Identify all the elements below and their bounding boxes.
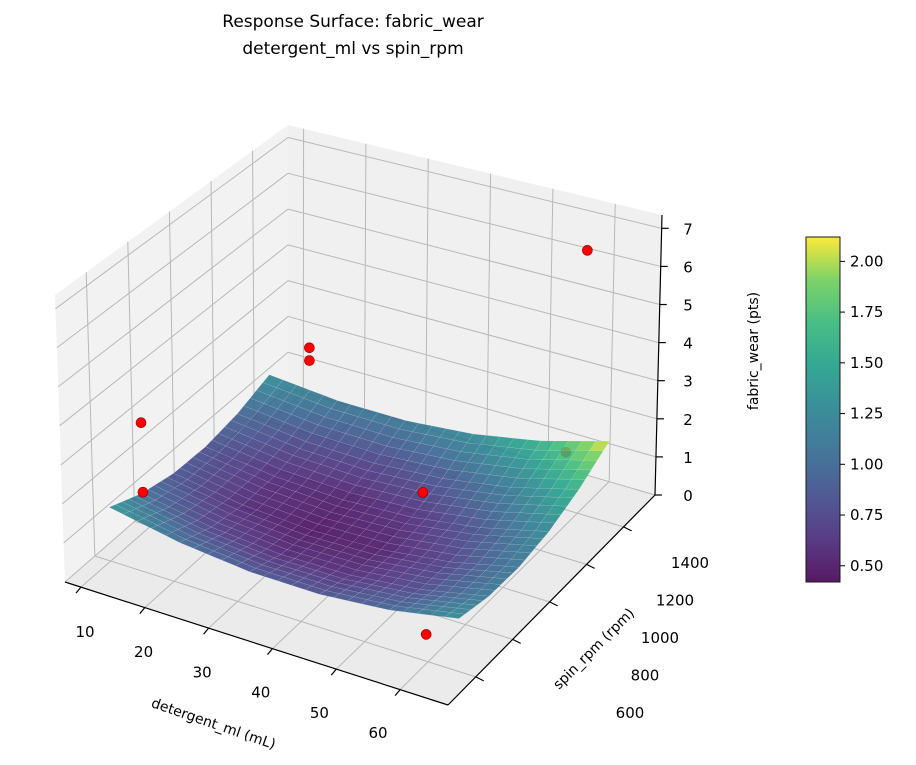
gridline-x-back [363, 143, 367, 411]
y-tick-label: 1200 [656, 592, 694, 610]
gridline-y-left [168, 211, 176, 487]
colorbar-tick-label: 0.75 [850, 506, 883, 524]
z-tick-label: 3 [683, 373, 693, 391]
x-tick-label: 30 [193, 663, 212, 681]
gridline-z-left [56, 172, 289, 349]
colorbar: 0.50 0.75 1.00 1.25 1.50 1.75 2.00 [805, 236, 883, 583]
x-tick-label: 40 [251, 684, 270, 702]
data-point [137, 486, 149, 498]
gridline-z-left [59, 244, 289, 427]
surface-facet [534, 522, 556, 532]
gridline-x-back [547, 188, 554, 464]
surface-facet [540, 513, 562, 524]
x-tick-mark [330, 668, 337, 676]
data-point [304, 355, 315, 366]
gridline-x-back [608, 203, 616, 482]
colorbar-tick-label: 1.50 [850, 354, 883, 372]
y-tick-mark [512, 638, 521, 644]
gridline-y-left [210, 181, 215, 453]
gridline-z-back [287, 280, 658, 382]
surface-facet [546, 505, 568, 515]
y-tick-label: 1000 [641, 629, 679, 647]
colorbar-tick-label: 1.75 [850, 303, 883, 321]
x-tick-mark [266, 648, 273, 656]
surface-facet [577, 459, 598, 471]
y-tick-mark [586, 563, 595, 569]
y-tick-mark [623, 526, 632, 532]
gridline-z-back [287, 172, 661, 267]
data-point [304, 342, 315, 354]
y-tick-label: 600 [616, 704, 645, 722]
gridline-z-back [287, 244, 659, 344]
y-tick-label: 800 [631, 667, 660, 685]
left-pane [55, 125, 288, 582]
z-tick-label: 7 [683, 220, 693, 238]
x-tick-label: 50 [310, 704, 329, 722]
gridline-z-left [63, 351, 289, 544]
x-axis-line [64, 581, 449, 706]
y-axis-label: spin_rpm (rpm) [550, 605, 638, 693]
x-tick-mark [394, 689, 401, 697]
chart-title: Response Surface: fabric_wear [222, 12, 484, 32]
gridline-x-back [425, 158, 429, 429]
data-point [417, 487, 429, 498]
chart-subtitle: detergent_ml vs spin_rpm [242, 39, 464, 59]
z-tick-label: 6 [683, 258, 693, 276]
colorbar-gradient [805, 236, 841, 583]
z-tick-label: 0 [683, 487, 693, 505]
colorbar-tick-label: 2.00 [850, 252, 883, 270]
response-surface [108, 374, 610, 619]
data-point [420, 629, 432, 640]
gridline-z-left [55, 137, 289, 310]
gridline-z-left [57, 208, 289, 388]
x-tick-mark [75, 586, 82, 594]
surface-facet [474, 588, 496, 597]
z-tick-label: 1 [683, 449, 693, 467]
gridline-y-left [85, 272, 96, 557]
gridline-z-back [287, 137, 662, 229]
surface-facet [564, 479, 586, 490]
data-point [135, 417, 147, 429]
z-tick-label: 2 [683, 411, 693, 429]
gridline-y-left [127, 241, 136, 522]
y-tick-mark [475, 676, 484, 682]
x-tick-label: 10 [75, 623, 94, 641]
gridline-z-back [287, 351, 657, 458]
colorbar-tick-label: 0.50 [850, 557, 883, 575]
z-tick-label: 4 [683, 335, 693, 353]
y-axis-line [447, 494, 656, 706]
axes: 10 20 30 40 50 60 600 800 1000 1200 1400 0 1 2 3 4 5 6 7 [64, 214, 709, 742]
y-tick-mark [549, 601, 558, 607]
z-tick-label: 5 [683, 297, 693, 315]
x-axis-label: detergent_ml (mL) [149, 695, 277, 753]
x-tick-label: 20 [134, 643, 153, 661]
gridline-z-back [287, 208, 660, 306]
back-pane [288, 125, 662, 495]
gridline-z-left [61, 316, 289, 505]
surface-facet [558, 488, 580, 499]
z-axis-label: fabric_wear (pts) [746, 292, 762, 410]
x-tick-label: 60 [368, 724, 387, 742]
gridline-x-floor [399, 481, 610, 690]
x-tick-mark [139, 607, 146, 615]
surface-facet [583, 450, 604, 461]
gridline-y-floor [94, 555, 476, 678]
y-tick-label: 1400 [671, 554, 709, 572]
z-axis-line [654, 214, 663, 496]
x-tick-mark [203, 627, 210, 635]
gridline-z-left [60, 280, 289, 466]
data-point [582, 245, 593, 256]
surface-facet [444, 612, 466, 619]
gridline-z-back [287, 315, 658, 420]
colorbar-tick-label: 1.25 [850, 405, 883, 423]
visible-points [135, 245, 593, 498]
colorbar-tick-label: 1.00 [850, 455, 883, 473]
gridline-x-back [486, 173, 492, 446]
gridline-y-left [252, 150, 255, 418]
